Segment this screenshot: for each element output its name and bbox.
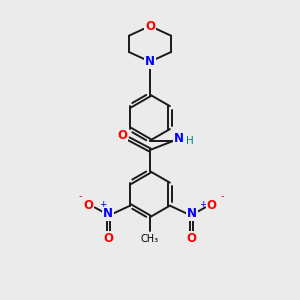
Text: -: - — [79, 191, 82, 201]
Text: H: H — [186, 136, 193, 146]
Text: +: + — [99, 200, 107, 209]
Text: O: O — [145, 20, 155, 32]
Text: N: N — [174, 132, 184, 145]
Text: -: - — [220, 191, 224, 201]
Text: O: O — [117, 129, 127, 142]
Text: N: N — [145, 55, 155, 68]
Text: O: O — [207, 199, 217, 212]
Text: O: O — [83, 199, 93, 212]
Text: N: N — [187, 207, 197, 220]
Text: +: + — [199, 200, 206, 209]
Text: O: O — [187, 232, 197, 245]
Text: O: O — [103, 232, 113, 245]
Text: CH₃: CH₃ — [141, 234, 159, 244]
Text: N: N — [103, 207, 113, 220]
